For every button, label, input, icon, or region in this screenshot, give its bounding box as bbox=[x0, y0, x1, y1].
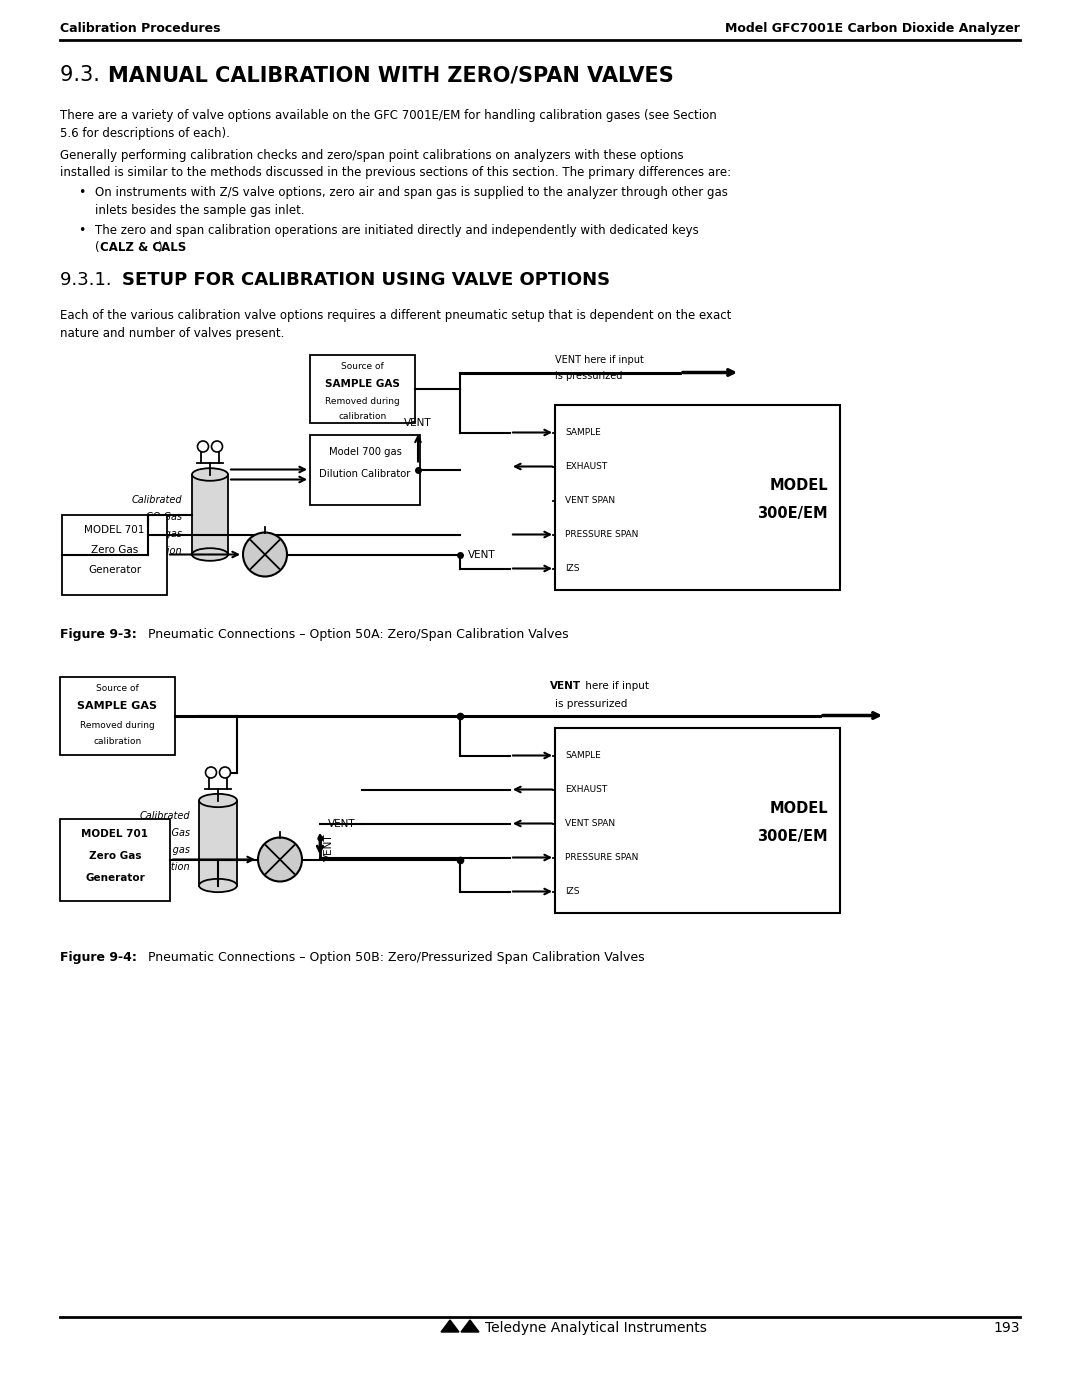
Bar bbox=[199, 800, 237, 886]
Text: calibration: calibration bbox=[338, 412, 387, 420]
Text: Figure 9-4:: Figure 9-4: bbox=[60, 950, 137, 964]
Text: Calibrated: Calibrated bbox=[132, 495, 183, 504]
Text: here if input: here if input bbox=[582, 680, 649, 690]
Text: (: ( bbox=[95, 242, 99, 254]
Polygon shape bbox=[441, 1320, 459, 1331]
Text: SAMPLE: SAMPLE bbox=[565, 427, 600, 437]
Text: SAMPLE GAS: SAMPLE GAS bbox=[325, 379, 400, 388]
Text: 300E/EM: 300E/EM bbox=[757, 506, 828, 521]
Text: Zero Gas: Zero Gas bbox=[89, 851, 141, 861]
Circle shape bbox=[205, 767, 216, 778]
Text: Source of: Source of bbox=[96, 683, 139, 693]
Text: Generally performing calibration checks and zero/span point calibrations on anal: Generally performing calibration checks … bbox=[60, 148, 684, 162]
Text: is pressurized: is pressurized bbox=[555, 698, 627, 708]
Circle shape bbox=[212, 441, 222, 453]
Text: VENT: VENT bbox=[550, 680, 581, 690]
Circle shape bbox=[198, 441, 208, 453]
Text: nature and number of valves present.: nature and number of valves present. bbox=[60, 327, 284, 339]
Text: EXHAUST: EXHAUST bbox=[565, 785, 607, 793]
Text: 193: 193 bbox=[994, 1322, 1020, 1336]
Text: ).: ). bbox=[158, 242, 166, 254]
Text: SAMPLE GAS: SAMPLE GAS bbox=[78, 700, 158, 711]
Ellipse shape bbox=[199, 793, 237, 807]
Text: VENT: VENT bbox=[468, 549, 496, 560]
Text: •: • bbox=[78, 224, 85, 236]
Bar bbox=[310, 434, 420, 504]
Text: concentration: concentration bbox=[114, 545, 183, 556]
Text: IZS: IZS bbox=[565, 564, 580, 573]
Text: calibration: calibration bbox=[93, 736, 141, 746]
Text: PRESSURE SPAN: PRESSURE SPAN bbox=[565, 529, 638, 539]
Text: Source of: Source of bbox=[341, 362, 383, 370]
Text: On instruments with Z/S valve options, zero air and span gas is supplied to the : On instruments with Z/S valve options, z… bbox=[95, 186, 728, 198]
Bar bbox=[310, 355, 415, 422]
Text: The zero and span calibration operations are initiated directly and independentl: The zero and span calibration operations… bbox=[95, 224, 699, 236]
Bar bbox=[62, 514, 167, 595]
Text: •: • bbox=[78, 186, 85, 198]
Text: Pneumatic Connections – Option 50A: Zero/Span Calibration Valves: Pneumatic Connections – Option 50A: Zero… bbox=[148, 627, 569, 640]
Text: Calibrated: Calibrated bbox=[139, 810, 190, 820]
Text: CALZ & CALS: CALZ & CALS bbox=[100, 242, 187, 254]
Text: Pneumatic Connections – Option 50B: Zero/Pressurized Span Calibration Valves: Pneumatic Connections – Option 50B: Zero… bbox=[148, 950, 645, 964]
Text: SAMPLE: SAMPLE bbox=[565, 752, 600, 760]
Text: CO Gas: CO Gas bbox=[153, 827, 190, 837]
Ellipse shape bbox=[192, 468, 228, 481]
Text: MANUAL CALIBRATION WITH ZERO/SPAN VALVES: MANUAL CALIBRATION WITH ZERO/SPAN VALVES bbox=[108, 66, 674, 85]
Text: Zero Gas: Zero Gas bbox=[91, 545, 138, 555]
Text: Figure 9-3:: Figure 9-3: bbox=[60, 627, 137, 640]
Bar bbox=[555, 405, 840, 590]
Text: VENT here if input: VENT here if input bbox=[555, 355, 644, 365]
Text: MODEL: MODEL bbox=[769, 800, 828, 816]
Circle shape bbox=[258, 837, 302, 882]
Bar bbox=[192, 475, 228, 555]
Text: at span gas: at span gas bbox=[125, 528, 183, 538]
Bar bbox=[555, 728, 840, 912]
Text: at span gas: at span gas bbox=[133, 845, 190, 855]
Circle shape bbox=[243, 532, 287, 577]
Ellipse shape bbox=[192, 548, 228, 560]
Text: MODEL 701: MODEL 701 bbox=[84, 524, 145, 535]
Text: Generator: Generator bbox=[87, 564, 141, 574]
Text: VENT: VENT bbox=[404, 418, 432, 427]
Text: Teledyne Analytical Instruments: Teledyne Analytical Instruments bbox=[485, 1322, 707, 1336]
Bar bbox=[60, 819, 170, 901]
Polygon shape bbox=[461, 1320, 480, 1331]
Ellipse shape bbox=[199, 879, 237, 893]
Text: Removed during: Removed during bbox=[80, 721, 154, 729]
Text: Calibration Procedures: Calibration Procedures bbox=[60, 22, 220, 35]
Text: VENT: VENT bbox=[328, 819, 356, 828]
Text: 5.6 for descriptions of each).: 5.6 for descriptions of each). bbox=[60, 127, 230, 140]
Text: Dilution Calibrator: Dilution Calibrator bbox=[320, 468, 410, 479]
Text: VENT: VENT bbox=[324, 834, 334, 862]
Text: concentration: concentration bbox=[122, 862, 190, 872]
Bar bbox=[60, 676, 175, 754]
Text: Removed during: Removed during bbox=[325, 397, 400, 405]
Text: is pressurized: is pressurized bbox=[555, 370, 622, 380]
Text: installed is similar to the methods discussed in the previous sections of this s: installed is similar to the methods disc… bbox=[60, 166, 731, 179]
Text: IZS: IZS bbox=[565, 887, 580, 895]
Text: There are a variety of valve options available on the GFC 7001E/EM for handling : There are a variety of valve options ava… bbox=[60, 109, 717, 122]
Text: VENT SPAN: VENT SPAN bbox=[565, 819, 616, 828]
Text: MODEL 701: MODEL 701 bbox=[81, 828, 149, 838]
Text: VENT SPAN: VENT SPAN bbox=[565, 496, 616, 504]
Text: Model GFC7001E Carbon Dioxide Analyzer: Model GFC7001E Carbon Dioxide Analyzer bbox=[725, 22, 1020, 35]
Text: Generator: Generator bbox=[85, 873, 145, 883]
Text: CO Gas: CO Gas bbox=[146, 511, 183, 521]
Text: EXHAUST: EXHAUST bbox=[565, 462, 607, 471]
Text: MODEL: MODEL bbox=[769, 478, 828, 493]
Text: inlets besides the sample gas inlet.: inlets besides the sample gas inlet. bbox=[95, 204, 305, 217]
Text: 9.3.: 9.3. bbox=[60, 66, 107, 85]
Text: SETUP FOR CALIBRATION USING VALVE OPTIONS: SETUP FOR CALIBRATION USING VALVE OPTION… bbox=[122, 271, 610, 289]
Circle shape bbox=[219, 767, 230, 778]
Text: Each of the various calibration valve options requires a different pneumatic set: Each of the various calibration valve op… bbox=[60, 309, 731, 321]
Text: Model 700 gas: Model 700 gas bbox=[328, 447, 402, 457]
Text: 9.3.1.: 9.3.1. bbox=[60, 271, 118, 289]
Text: 300E/EM: 300E/EM bbox=[757, 828, 828, 844]
Text: PRESSURE SPAN: PRESSURE SPAN bbox=[565, 854, 638, 862]
